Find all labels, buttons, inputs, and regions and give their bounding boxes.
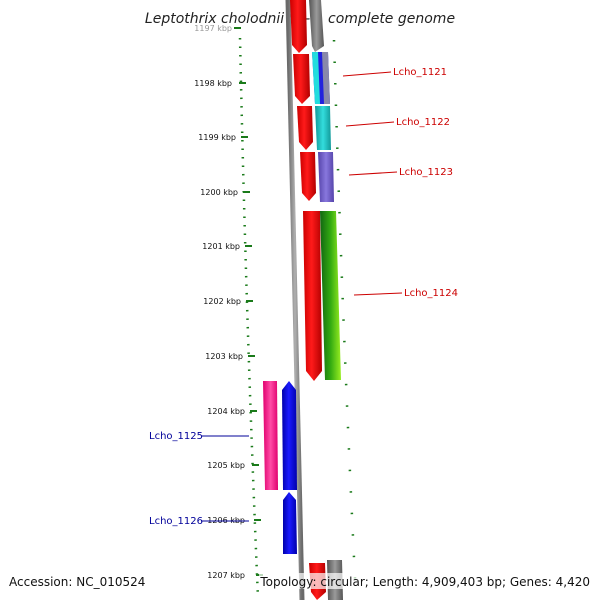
gene-label-text[interactable]: Lcho_1122 [396,117,450,128]
lcho-1126-blue-arrow [283,492,297,554]
leader-line [342,71,392,77]
red-gene-arrow [293,54,310,104]
gene-label-lcho-1121[interactable]: Lcho_1121 [342,67,447,78]
grey-gene-block [309,0,324,52]
red-gene-arrow [297,106,313,150]
position-ruler: 1197 kbp 1198 kbp 1199 kbp 1200 kbp 1201… [194,24,263,599]
lcho-1124-block [320,211,341,380]
footer-topology: Topology: circular; Length: 4,909,403 bp… [259,575,590,589]
lcho-1125-blue-arrow [282,381,297,490]
lcho-1121-cyan-band [312,52,320,104]
genome-backbone [285,0,305,600]
footer-accession-bg [6,573,156,589]
lcho-1122-block [315,106,331,150]
gene-label-lcho-1124[interactable]: Lcho_1124 [353,288,458,299]
gene-label-lcho-1126[interactable]: Lcho_1126 [149,516,249,527]
gene-label-text[interactable]: Lcho_1123 [399,167,453,178]
lcho-1123-block [318,152,334,202]
gene-label-text[interactable]: Lcho_1124 [404,288,458,299]
tick-label-1207: 1207 kbp [207,571,245,580]
leader-line [345,121,395,127]
red-gene-arrow [303,211,322,381]
gene-label-text[interactable]: Lcho_1126 [149,516,203,527]
tick-label-1204: 1204 kbp [207,407,245,416]
lcho-1125-pink-block [263,381,278,490]
tick-label-1197: 1197 kbp [194,24,232,33]
gene-label-lcho-1123[interactable]: Lcho_1123 [348,167,453,178]
right-ruler-line [332,39,358,599]
tick-label-1201: 1201 kbp [202,242,240,251]
tick-label-1205: 1205 kbp [207,461,245,470]
gene-label-lcho-1122[interactable]: Lcho_1122 [345,117,450,128]
leader-line [348,171,398,176]
tick-label-1199: 1199 kbp [198,133,236,142]
gene-label-text[interactable]: Lcho_1125 [149,431,203,442]
footer-accession: Accession: NC_010524 [9,575,145,589]
footer-topology-bg [259,573,593,589]
tick-label-1198: 1198 kbp [194,79,232,88]
ruler-line [238,37,260,599]
red-gene-arrow [290,0,307,53]
tick-label-1202: 1202 kbp [203,297,241,306]
red-gene-arrow [300,152,316,201]
tick-label-1200: 1200 kbp [200,188,238,197]
gene-label-text[interactable]: Lcho_1121 [393,67,447,78]
lcho-1121-grey-band [322,52,330,104]
leader-line [353,292,403,296]
tick-label-1203: 1203 kbp [205,352,243,361]
gene-label-lcho-1125[interactable]: Lcho_1125 [149,431,249,442]
